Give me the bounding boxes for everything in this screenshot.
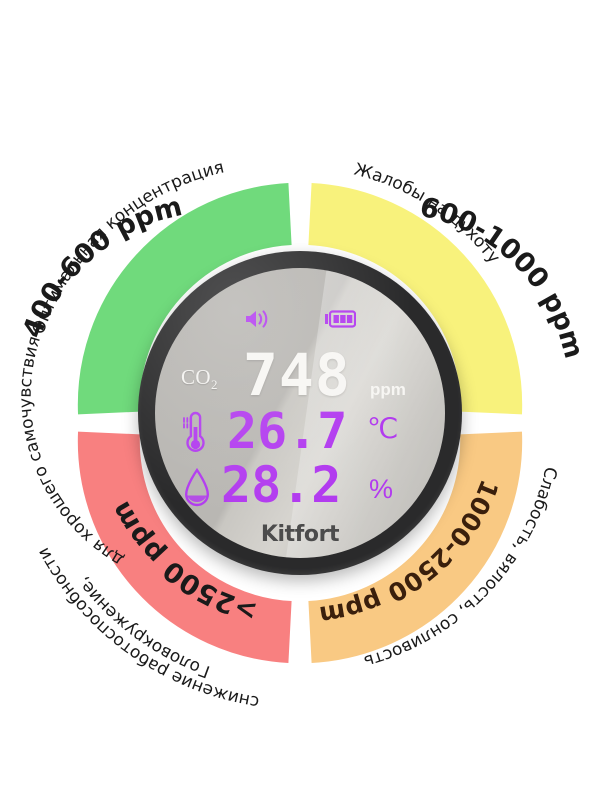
temperature-unit: ℃ bbox=[367, 413, 399, 444]
water-drop-icon bbox=[183, 467, 211, 514]
thermometer-icon bbox=[181, 410, 211, 460]
speaker-icon bbox=[244, 308, 270, 334]
brand-logo: Kitfort bbox=[260, 522, 340, 547]
segment-arc-yellow bbox=[307, 183, 523, 415]
status-icon-row bbox=[155, 308, 445, 334]
segment-arc-orange bbox=[307, 431, 523, 663]
co2-value: 748 bbox=[243, 341, 351, 409]
humidity-reading-row: 28.2 % bbox=[155, 460, 445, 518]
co2-label: CO2 bbox=[181, 365, 218, 393]
co2-label-subscript: 2 bbox=[210, 377, 218, 393]
segment-arc-red bbox=[77, 431, 293, 663]
humidity-unit: % bbox=[369, 474, 394, 504]
co2-reading-row: CO2 748 ppm bbox=[155, 341, 445, 409]
co2-monitor-device: CO2 748 ppm bbox=[138, 251, 462, 575]
segment-arc-green bbox=[77, 183, 293, 415]
co2-label-text: CO bbox=[181, 365, 211, 389]
humidity-value: 28.2 bbox=[221, 456, 342, 514]
temperature-value: 26.7 bbox=[227, 402, 348, 460]
battery-icon bbox=[324, 310, 357, 332]
temperature-reading-row: 26.7 ℃ bbox=[155, 406, 445, 464]
device-screen: CO2 748 ppm bbox=[155, 268, 445, 558]
co2-unit: ppm bbox=[370, 380, 406, 399]
